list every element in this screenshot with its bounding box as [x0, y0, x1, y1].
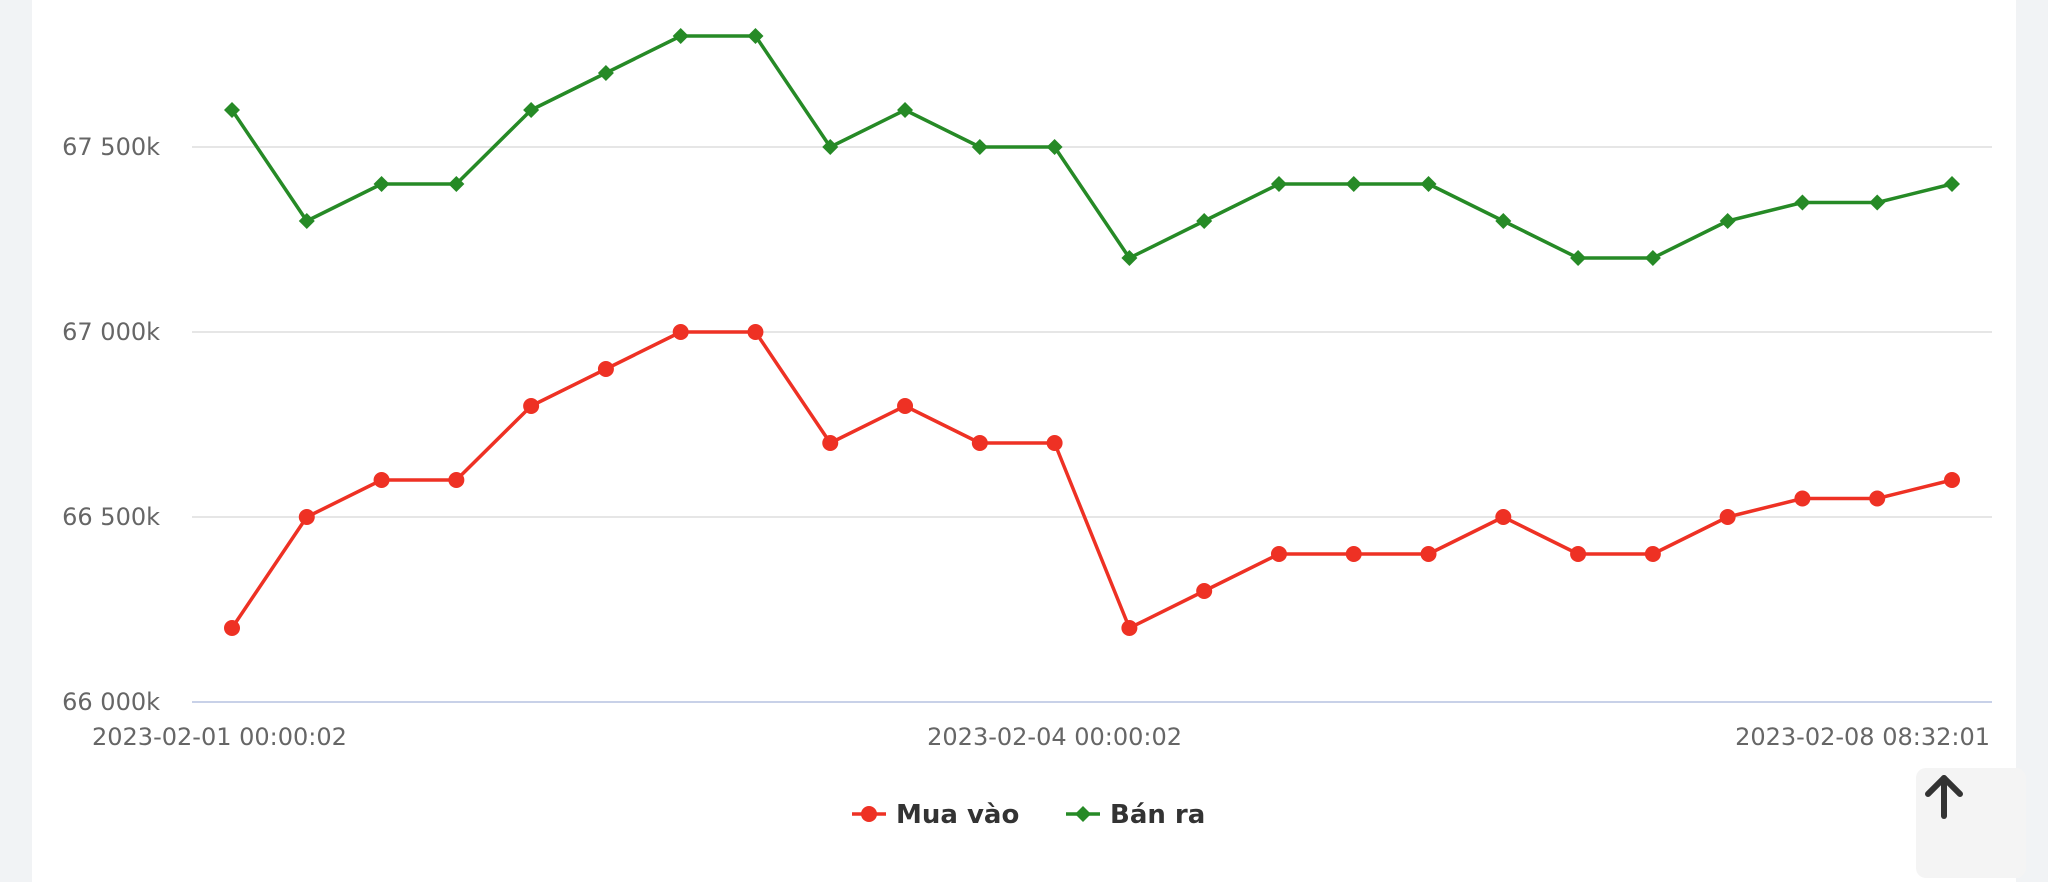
data-point[interactable] [1196, 213, 1213, 229]
legend-item[interactable]: Mua vào [852, 800, 1019, 830]
legend-marker [1075, 806, 1091, 822]
data-point[interactable] [897, 102, 914, 118]
legend-label: Bán ra [1110, 800, 1205, 830]
data-point[interactable] [1046, 435, 1063, 451]
data-point[interactable] [1345, 176, 1362, 192]
legend-item[interactable]: Bán ra [1066, 800, 1205, 830]
data-point[interactable] [597, 65, 614, 81]
data-point[interactable] [672, 324, 689, 340]
x-tick-label: 2023-02-08 08:32:01 [1735, 723, 1990, 751]
y-tick-label: 66 000k [62, 688, 160, 716]
data-point[interactable] [373, 472, 390, 488]
data-point[interactable] [971, 139, 988, 155]
x-tick-label: 2023-02-04 00:00:02 [927, 723, 1182, 751]
gridlines [192, 146, 1992, 703]
data-point[interactable] [1570, 546, 1587, 562]
data-point[interactable] [1944, 176, 1960, 192]
scroll-to-top-button[interactable] [1916, 768, 2026, 878]
data-point[interactable] [1046, 139, 1063, 155]
data-point[interactable] [523, 398, 540, 414]
data-point[interactable] [1121, 250, 1138, 266]
data-point[interactable] [672, 28, 689, 44]
y-tick-label: 66 500k [62, 503, 160, 531]
data-point[interactable] [1944, 472, 1960, 488]
data-point[interactable] [897, 398, 914, 414]
data-point[interactable] [523, 102, 540, 118]
y-tick-label: 67 500k [62, 133, 160, 161]
data-point[interactable] [971, 435, 988, 451]
data-point[interactable] [1270, 176, 1287, 192]
series-markers [224, 28, 1960, 636]
data-point[interactable] [1345, 546, 1362, 562]
data-point[interactable] [298, 509, 315, 525]
legend-marker [861, 806, 877, 822]
data-point[interactable] [747, 28, 764, 44]
chart-card: 66 000k 66 500k 67 000k 67 500k 2023-02-01 … [32, 0, 2026, 882]
legend-label: Mua vào [896, 800, 1019, 830]
data-point[interactable] [224, 620, 240, 636]
legend: Mua vào Bán ra [852, 800, 1205, 830]
data-point[interactable] [1570, 250, 1587, 266]
data-point[interactable] [1794, 490, 1811, 507]
x-tick-label: 2023-02-01 00:00:02 [92, 723, 347, 751]
data-point[interactable] [747, 324, 764, 340]
data-point[interactable] [1270, 546, 1287, 562]
y-axis: 66 000k 66 500k 67 000k 67 500k [62, 133, 160, 716]
data-point[interactable] [1495, 213, 1512, 229]
data-point[interactable] [373, 176, 390, 192]
series-line [230, 330, 1953, 630]
data-point[interactable] [1196, 583, 1213, 599]
data-point[interactable] [224, 102, 240, 118]
data-point[interactable] [298, 213, 315, 229]
data-point[interactable] [1869, 490, 1886, 507]
data-point[interactable] [1644, 546, 1661, 562]
data-point[interactable] [448, 176, 465, 192]
series-lines [230, 34, 1953, 630]
arrow-up-icon [1925, 775, 1963, 819]
data-point[interactable] [1869, 194, 1886, 211]
data-point[interactable] [1644, 250, 1661, 266]
series-line [230, 34, 1953, 260]
data-point[interactable] [1420, 176, 1437, 192]
y-tick-label: 67 000k [62, 318, 160, 346]
data-point[interactable] [1719, 213, 1736, 229]
x-axis: 2023-02-01 00:00:02 2023-02-04 00:00:02 20… [92, 723, 1990, 751]
price-line-chart: 66 000k 66 500k 67 000k 67 500k 2023-02-01 … [62, 28, 1992, 830]
data-point[interactable] [1794, 194, 1811, 211]
data-point[interactable] [1420, 546, 1437, 562]
data-point[interactable] [1719, 509, 1736, 525]
data-point[interactable] [822, 139, 839, 155]
data-point[interactable] [1495, 509, 1512, 525]
data-point[interactable] [1121, 620, 1138, 636]
data-point[interactable] [448, 472, 465, 488]
data-point[interactable] [597, 361, 614, 377]
data-point[interactable] [822, 435, 839, 451]
